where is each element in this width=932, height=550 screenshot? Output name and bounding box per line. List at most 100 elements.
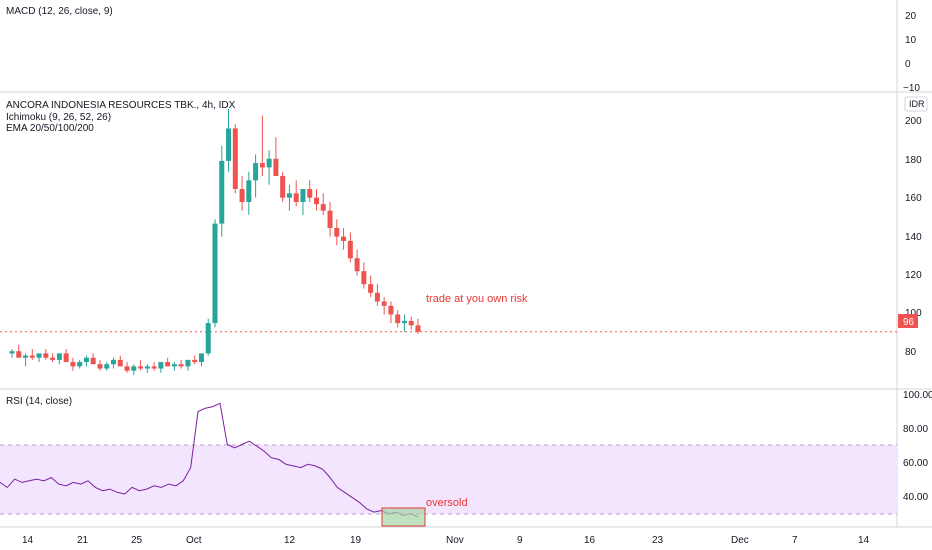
candle-body: [293, 193, 299, 202]
ichimoku-label: Ichimoku (9, 26, 52, 26): [6, 112, 111, 123]
rsi-tick-60: 60.00: [903, 458, 928, 469]
candle-body: [395, 314, 401, 324]
rsi-layer: [0, 402, 419, 518]
candle-body: [165, 362, 171, 367]
time-label-0: 14: [22, 535, 34, 546]
time-label-1: 21: [77, 535, 89, 546]
candle-body: [266, 158, 272, 168]
time-label-9: 23: [652, 535, 664, 546]
candle-body: [341, 236, 347, 241]
time-label-4: 12: [284, 535, 296, 546]
candle-body: [192, 359, 198, 363]
candle-body: [158, 362, 164, 369]
candle-body: [401, 320, 407, 324]
candle-body: [23, 355, 29, 358]
candle-body: [354, 258, 360, 272]
candle-body: [388, 305, 394, 315]
candle-body: [347, 240, 353, 259]
candle-body: [307, 189, 313, 198]
candle-body: [219, 160, 225, 224]
candle-body: [273, 158, 279, 177]
candle-body: [70, 362, 76, 367]
symbol-title: ANCORA INDONESIA RESOURCES TBK., 4h, IDX: [6, 100, 236, 111]
time-label-10: Dec: [731, 535, 749, 546]
candle-body: [138, 366, 144, 369]
candle-body: [300, 189, 306, 202]
time-label-3: Oct: [186, 535, 202, 546]
rsi-tick-40: 40.00: [903, 492, 928, 503]
candle-body: [259, 163, 265, 168]
candle-body: [16, 351, 22, 358]
time-label-5: 19: [350, 535, 362, 546]
price-tick-180: 180: [905, 155, 922, 166]
candle-body: [239, 189, 245, 202]
candle-body: [56, 353, 62, 360]
oversold-annotation: oversold: [426, 497, 468, 509]
price-tick-100: 100: [905, 308, 922, 319]
candle-body: [50, 357, 56, 360]
rsi-tick-100: 100.00: [903, 390, 932, 401]
candle-body: [63, 353, 69, 363]
last-price-badge: [898, 314, 918, 328]
last-price-value: 96: [903, 317, 915, 328]
ema-label: EMA 20/50/100/200: [6, 123, 94, 134]
candle-body: [111, 359, 116, 365]
macd-label: MACD (12, 26, close, 9): [6, 6, 113, 17]
candle-body: [90, 357, 96, 365]
candle-body: [361, 271, 367, 285]
price-layer: [0, 108, 897, 376]
candle-body: [97, 364, 103, 369]
price-tick-140: 140: [905, 232, 922, 243]
price-tick-200: 200: [905, 116, 922, 127]
candle-body: [415, 325, 421, 332]
candle-body: [314, 197, 319, 205]
candle-body: [368, 284, 374, 293]
candle-body: [151, 366, 157, 369]
candle-body: [131, 366, 137, 371]
candle-body: [381, 301, 387, 306]
trade-note: trade at you own risk: [426, 293, 528, 305]
currency-badge[interactable]: [904, 96, 928, 112]
candle-body: [232, 128, 238, 190]
price-tick-80: 80: [905, 347, 917, 358]
candle-body: [253, 163, 259, 181]
macd-tick-0: 0: [905, 59, 911, 70]
currency-label: IDR: [909, 99, 925, 109]
candle-body: [334, 227, 340, 237]
macd-tick-10: 10: [905, 35, 917, 46]
oversold-box: [381, 507, 426, 527]
rsi-band: [0, 445, 897, 514]
candle-body: [320, 204, 326, 211]
rsi-tick-80: 80.00: [903, 424, 928, 435]
candle-body: [280, 176, 286, 198]
time-label-2: 25: [131, 535, 143, 546]
macd-tick-20: 20: [905, 11, 917, 22]
macd-tick-neg10: −10: [903, 83, 920, 94]
time-label-7: 9: [517, 535, 523, 546]
candle-body: [198, 353, 204, 363]
candle-body: [205, 323, 211, 354]
candle-body: [117, 359, 123, 367]
candle-body: [212, 223, 218, 324]
candle-body: [36, 353, 42, 358]
candle-body: [185, 359, 191, 367]
candle-body: [408, 320, 414, 326]
time-label-11: 7: [792, 535, 798, 546]
time-label-8: 16: [584, 535, 596, 546]
candle-body: [104, 364, 110, 369]
candle-body: [29, 355, 35, 358]
price-tick-120: 120: [905, 270, 922, 281]
candle-body: [83, 357, 89, 363]
candle-body: [124, 366, 130, 371]
rsi-label: RSI (14, close): [6, 396, 72, 407]
candle-body: [9, 351, 15, 354]
candle-body: [374, 292, 380, 302]
candle-body: [144, 366, 150, 369]
candle-body: [286, 193, 292, 198]
candle-body: [77, 362, 83, 367]
candle-body: [178, 364, 184, 367]
candle-body: [226, 128, 232, 161]
candle-body: [246, 180, 252, 202]
candle-body: [43, 353, 49, 358]
